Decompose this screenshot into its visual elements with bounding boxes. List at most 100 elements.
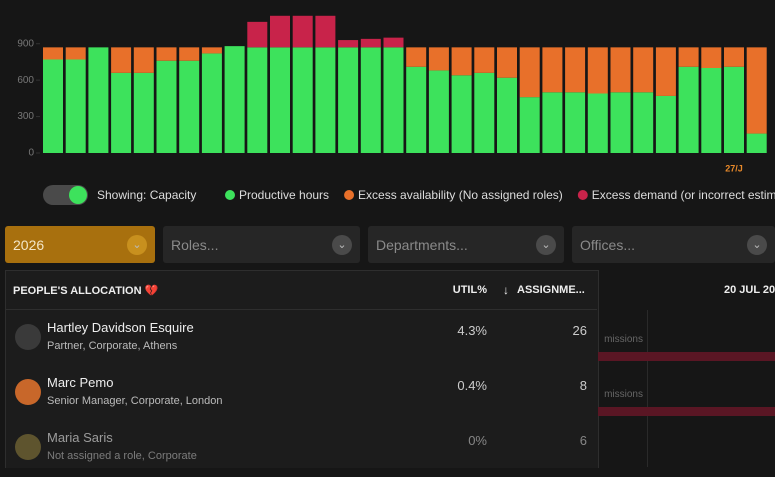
bar-segment <box>633 92 654 153</box>
bar-segment <box>497 47 517 78</box>
chevron: ⌄ <box>127 234 147 255</box>
bar-segment <box>247 47 268 153</box>
bar-segment <box>542 47 563 93</box>
bar-segment <box>565 47 586 93</box>
bar-segment <box>655 47 676 96</box>
legend-swatch <box>577 190 588 200</box>
bar-segment <box>746 133 767 153</box>
bar-segment <box>746 47 767 134</box>
filter-text: 2026 <box>13 236 45 253</box>
bar-segment <box>360 38 381 48</box>
bar-segment <box>406 47 427 67</box>
app: {"chart_data":{"type":"bar","stacked":tr… <box>5 15 775 468</box>
legend-label: Productive hours <box>239 188 329 202</box>
x-tick-label: 27/J <box>725 163 743 173</box>
bar-segment <box>701 47 722 68</box>
year-filter[interactable]: 2026 ⌄ <box>5 226 155 263</box>
person-name: Hartley Davidson Esquire <box>47 320 194 335</box>
legend-label: Excess demand (or incorrect estimations <box>592 188 775 202</box>
person-row[interactable]: Marc Pemo Senior Manager, Corporate, Lon… <box>5 367 597 422</box>
bar-segment <box>542 92 563 153</box>
table-title: PEOPLE'S ALLOCATION 💔 <box>13 285 159 297</box>
bar-segment <box>724 66 744 153</box>
bar-segment <box>678 66 699 153</box>
toggle-label: Showing: Capacity <box>97 188 196 202</box>
chevron: ⌄ <box>332 234 352 255</box>
bar-segment <box>701 68 722 153</box>
bar-segment <box>315 15 336 48</box>
bar-segment <box>587 47 608 94</box>
bar-segment <box>428 70 449 153</box>
bar-segment <box>111 72 132 153</box>
person-row[interactable]: Hartley Davidson Esquire Partner, Corpor… <box>5 312 597 367</box>
timeline-label: missions <box>604 334 643 345</box>
util-header[interactable]: UTIL% <box>452 284 487 296</box>
timeline-label: missions <box>604 389 643 400</box>
bar-segment <box>201 53 222 153</box>
bar-segment <box>156 47 177 61</box>
util: 0.4% <box>457 378 487 393</box>
filter-text: Departments... <box>376 236 468 253</box>
bar-segment <box>292 15 313 48</box>
bar-segment <box>179 60 200 153</box>
bar-segment <box>383 47 404 153</box>
offices-filter[interactable]: Offices... ⌄ <box>572 226 775 263</box>
bar-segment <box>111 47 132 73</box>
legend-swatch <box>225 190 235 200</box>
bar-segment <box>565 92 586 153</box>
capacity-chart: Showing: Capacity 0 300 600 900 27/J Producti… <box>17 15 775 205</box>
bar-segment <box>519 47 540 98</box>
bar-segment <box>610 47 631 93</box>
avatar <box>15 379 41 405</box>
util: 0% <box>468 433 487 448</box>
departments-filter[interactable]: Departments... ⌄ <box>368 226 564 263</box>
bar-segment <box>497 77 517 153</box>
avatar <box>15 434 41 460</box>
bar-segment <box>451 75 472 153</box>
legend-swatch <box>344 190 355 200</box>
y-tick-label: 0 <box>28 148 34 159</box>
bar-segment <box>65 59 86 153</box>
bar-segment <box>338 40 359 48</box>
sort-arrow: ↓ <box>503 283 509 297</box>
filter-text: Offices... <box>580 236 635 253</box>
y-tick-label: 600 <box>17 75 34 86</box>
bar-segment <box>156 60 177 153</box>
chevron: ⌄ <box>536 234 556 255</box>
toggle-knob[interactable] <box>69 186 87 204</box>
bar-segment <box>270 47 290 153</box>
bar-segment <box>338 47 359 153</box>
bar-segment <box>270 15 290 48</box>
assign-header[interactable]: ASSIGNME... <box>517 284 585 296</box>
bar-segment <box>383 37 404 48</box>
bar-segment <box>360 47 381 153</box>
assignments: 6 <box>579 433 587 448</box>
y-tick-label: 300 <box>17 111 34 122</box>
bar-segment <box>587 93 608 153</box>
bar-segment <box>133 72 154 153</box>
bar-segment <box>88 47 109 153</box>
bar-segment <box>224 46 245 154</box>
divider <box>5 309 597 310</box>
bar-segment <box>428 47 449 71</box>
person-name: Maria Saris <box>47 430 113 445</box>
bar-segment <box>179 47 200 61</box>
assignments: 26 <box>572 323 587 338</box>
person-row[interactable]: Maria Saris Not assigned a role, Corpora… <box>5 422 597 477</box>
bar-segment <box>315 47 336 153</box>
roles-filter[interactable]: Roles... ⌄ <box>163 226 360 263</box>
bar-segment <box>474 72 495 153</box>
legend-label: Excess availability (No assigned roles) <box>358 188 563 202</box>
chevron: ⌄ <box>747 234 767 255</box>
timeline-gridline <box>647 310 648 467</box>
bar-segment <box>610 92 631 153</box>
bar-segment <box>201 47 222 54</box>
people-panel <box>5 270 599 468</box>
bar-segment <box>678 47 699 67</box>
bar-segment <box>724 47 744 67</box>
avatar <box>15 324 41 350</box>
bar-segment <box>655 95 676 153</box>
person-subtitle: Partner, Corporate, Athens <box>47 340 178 352</box>
bar-segment <box>451 47 472 76</box>
bar-segment <box>633 47 654 93</box>
